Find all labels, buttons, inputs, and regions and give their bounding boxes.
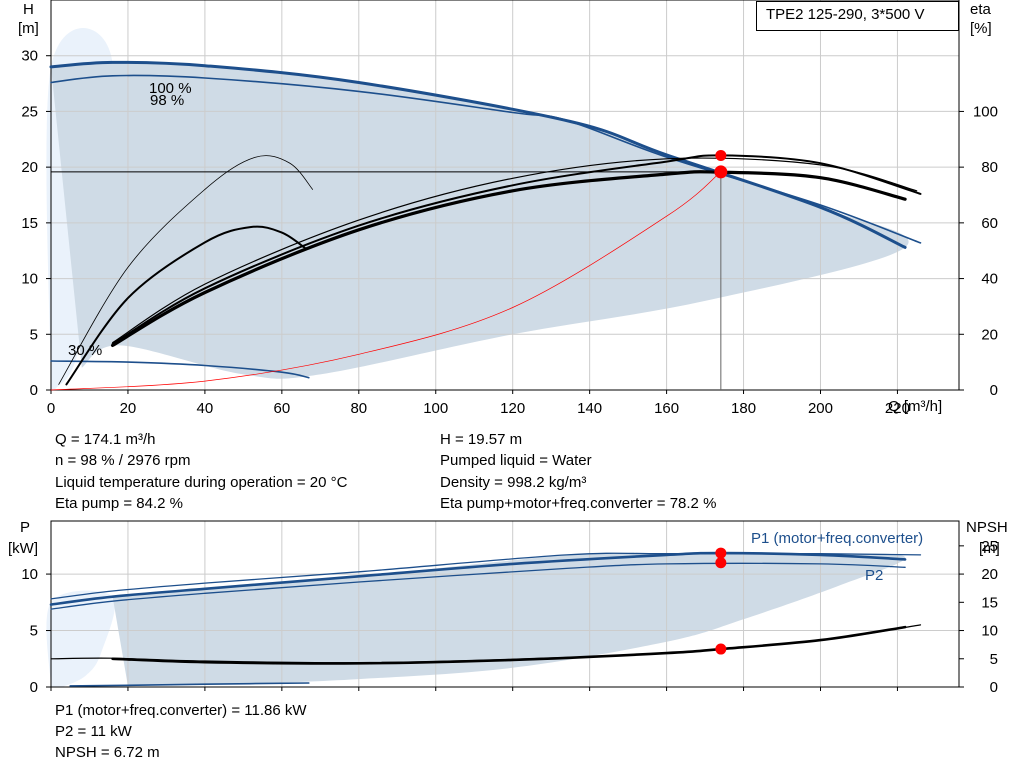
- series-line-1: [50, 552, 922, 600]
- y-tick-label-right: 15: [981, 594, 998, 611]
- series-line-5: [112, 157, 918, 344]
- x-tick-label: 220: [885, 400, 910, 417]
- y-tick-label-left: 5: [30, 623, 38, 640]
- series-line-3: [111, 170, 907, 347]
- y-tick-label-right: 0: [990, 679, 998, 696]
- series-line-1: [50, 74, 922, 244]
- power-npsh-plot: 0 5 10 0 5 10 15 20 25: [21, 520, 998, 696]
- duty-point-2: [715, 643, 727, 655]
- y-axis-unit-p: [kW]: [8, 540, 38, 557]
- y-tick-label-left: 25: [21, 103, 38, 120]
- y-tick-label-left: 10: [21, 271, 38, 288]
- readout-q: Q = 174.1 m³/h: [55, 431, 156, 448]
- chart-title-box: [756, 1, 959, 31]
- y-tick-label-right: 20: [981, 566, 998, 583]
- series-label-p2: P2: [865, 567, 884, 584]
- duty-point-h: [714, 165, 728, 179]
- duty-point-eta: [715, 149, 727, 161]
- series-label-p1: P1 (motor+freq.converter): [751, 530, 924, 547]
- y-tick-label-right: 5: [990, 651, 998, 668]
- y-tick-label-right: 60: [981, 215, 998, 232]
- series-line-2: [50, 562, 906, 610]
- y-tick-label-right: 25: [981, 538, 998, 555]
- y-tick-label-left: 10: [21, 566, 38, 583]
- x-axis-label-q: Q [m³/h]: [888, 398, 943, 415]
- series-line-3: [69, 682, 310, 687]
- y-tick-label-left: 30: [21, 48, 38, 65]
- series-line-5: [50, 624, 922, 664]
- operating-envelope: [51, 63, 909, 379]
- x-tick-label: 180: [731, 400, 756, 417]
- y-axis-unit-npsh: [m]: [979, 540, 1000, 557]
- plot-frame: [50, 0, 960, 391]
- y-tick-label-left: 15: [21, 215, 38, 232]
- series-line-8: [50, 171, 722, 391]
- x-tick-label: 140: [577, 400, 602, 417]
- y-tick-label-left: 0: [30, 382, 38, 399]
- readout-pumped-liquid: Pumped liquid = Water: [440, 452, 592, 469]
- x-tick-label: 120: [500, 400, 525, 417]
- x-tick-label: 100: [423, 400, 448, 417]
- series-line-4: [111, 154, 922, 345]
- series-line-6: [65, 225, 306, 386]
- readout-eta-total: Eta pump+motor+freq.converter = 78.2 %: [440, 495, 717, 512]
- duty-point-0: [715, 547, 727, 559]
- x-tick-label: 200: [808, 400, 833, 417]
- y-tick-label-right: 10: [981, 623, 998, 640]
- y-axis-unit-eta: [%]: [970, 20, 992, 37]
- readout-liquid-temp: Liquid temperature during operation = 20…: [55, 474, 348, 491]
- readout-h: H = 19.57 m: [440, 431, 523, 448]
- y-axis-label-p: P: [20, 519, 31, 536]
- y-tick-label-right: 80: [981, 159, 998, 176]
- x-tick-label: 60: [274, 400, 291, 417]
- readout-eta-pump: Eta pump = 84.2 %: [55, 495, 183, 512]
- low-flow-area: [46, 590, 116, 687]
- x-tick-label: 20: [120, 400, 137, 417]
- chart-title: TPE2 125-290, 3*500 V: [766, 6, 925, 23]
- y-tick-label-right: 20: [981, 326, 998, 343]
- y-tick-label-left: 20: [21, 159, 38, 176]
- y-axis-label-h: H: [23, 1, 34, 18]
- y-axis-unit-h: [m]: [18, 20, 39, 37]
- readout-density: Density = 998.2 kg/m³: [440, 474, 587, 491]
- head-efficiency-plot: 0 20 40 60 80 100 120 140 160 180 200 2200510152025…: [21, 0, 998, 417]
- x-tick-label: 0: [47, 400, 55, 417]
- x-tick-label: 160: [654, 400, 679, 417]
- y-axis-label-npsh: NPSH: [966, 519, 1008, 536]
- y-tick-label-right: 40: [981, 271, 998, 288]
- y-tick-label-left: 5: [30, 326, 38, 343]
- x-tick-label: 80: [350, 400, 367, 417]
- curve-label-100: 100 %: [149, 80, 192, 97]
- series-line-0: [49, 60, 907, 249]
- readout-npsh: NPSH = 6.72 m: [55, 744, 160, 761]
- y-tick-label-right: 100: [973, 103, 998, 120]
- duty-point-1: [715, 557, 727, 569]
- x-tick-label: 40: [197, 400, 214, 417]
- series-line-2: [50, 360, 310, 379]
- readout-speed: n = 98 % / 2976 rpm: [55, 452, 191, 469]
- readout-p1: P1 (motor+freq.converter) = 11.86 kW: [55, 702, 307, 719]
- y-tick-label-left: 0: [30, 679, 38, 696]
- readout-p2: P2 = 11 kW: [55, 723, 132, 740]
- y-tick-label-right: 0: [990, 382, 998, 399]
- curve-label-30: 30 %: [68, 342, 103, 359]
- y-axis-label-eta: eta: [970, 1, 991, 18]
- curve-label-98: 98 %: [150, 92, 185, 109]
- series-line-7: [58, 155, 313, 385]
